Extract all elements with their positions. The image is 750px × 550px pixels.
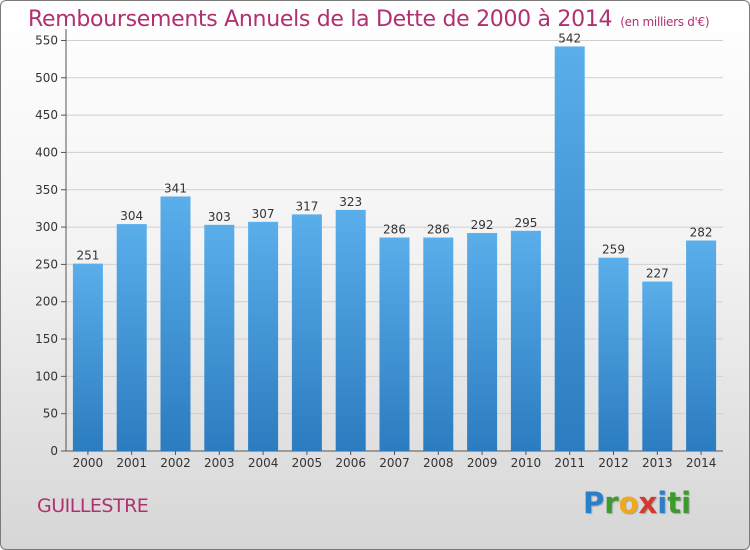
y-tick-label: 300 [35,220,58,234]
x-tick-label: 2014 [686,456,717,470]
x-tick-label: 2001 [116,456,147,470]
x-tick-label: 2003 [204,456,235,470]
bar [291,214,322,451]
x-tick-label: 2000 [73,456,104,470]
bar [379,237,410,451]
logo-letter: t [667,486,682,520]
x-tick-label: 2005 [292,456,323,470]
bar [642,281,673,451]
y-tick-label: 50 [43,407,58,421]
x-tick-label: 2004 [248,456,279,470]
bar [510,230,541,451]
y-tick-label: 350 [35,183,58,197]
proxiti-logo: Proxiti [583,486,691,520]
data-label: 323 [339,195,362,209]
logo-letter: i [681,486,692,520]
logo-letter: i [657,486,668,520]
x-tick-label: 2010 [511,456,542,470]
data-label: 259 [602,243,625,257]
x-tick-label: 2006 [335,456,366,470]
data-label: 303 [208,210,231,224]
x-tick-label: 2008 [423,456,454,470]
x-tick-label: 2013 [642,456,673,470]
y-tick-label: 250 [35,257,58,271]
chart-subtitle: (en milliers d'€) [620,15,710,29]
bar [248,221,279,451]
y-tick-label: 500 [35,71,58,85]
data-label: 304 [120,209,143,223]
data-label: 317 [295,199,318,213]
x-tick-label: 2009 [467,456,498,470]
logo-letter: x [638,486,658,520]
logo-letter: o [618,486,639,520]
y-tick-label: 0 [50,444,58,458]
chart-title: Remboursements Annuels de la Dette de 20… [28,7,710,32]
data-label: 286 [383,223,406,237]
bar [686,240,717,451]
bar [116,224,147,451]
y-tick-label: 450 [35,108,58,122]
x-tick-label: 2011 [554,456,585,470]
y-tick-label: 150 [35,332,58,346]
bar [598,257,629,451]
bar [467,233,498,451]
bar [335,209,366,451]
y-tick-label: 100 [35,369,58,383]
y-tick-label: 400 [35,145,58,159]
logo-letter: r [604,486,619,520]
y-tick-label: 550 [35,33,58,47]
data-label: 251 [76,249,99,263]
bar [554,46,585,451]
data-label: 227 [646,267,669,281]
data-label: 286 [427,223,450,237]
bar [72,263,103,451]
bar [160,196,191,451]
x-tick-label: 2002 [160,456,191,470]
data-label: 542 [558,31,581,45]
logo-letter: P [583,486,605,520]
x-tick-label: 2007 [379,456,410,470]
data-label: 341 [164,181,187,195]
data-label: 307 [252,207,275,221]
bar [204,224,235,451]
data-label: 282 [690,226,713,240]
x-tick-label: 2012 [598,456,629,470]
data-label: 292 [471,218,494,232]
commune-name: GUILLESTRE [37,495,149,517]
chart-title-text: Remboursements Annuels de la Dette de 20… [28,7,613,32]
bar [423,237,454,451]
y-tick-label: 200 [35,295,58,309]
data-label: 295 [514,216,537,230]
